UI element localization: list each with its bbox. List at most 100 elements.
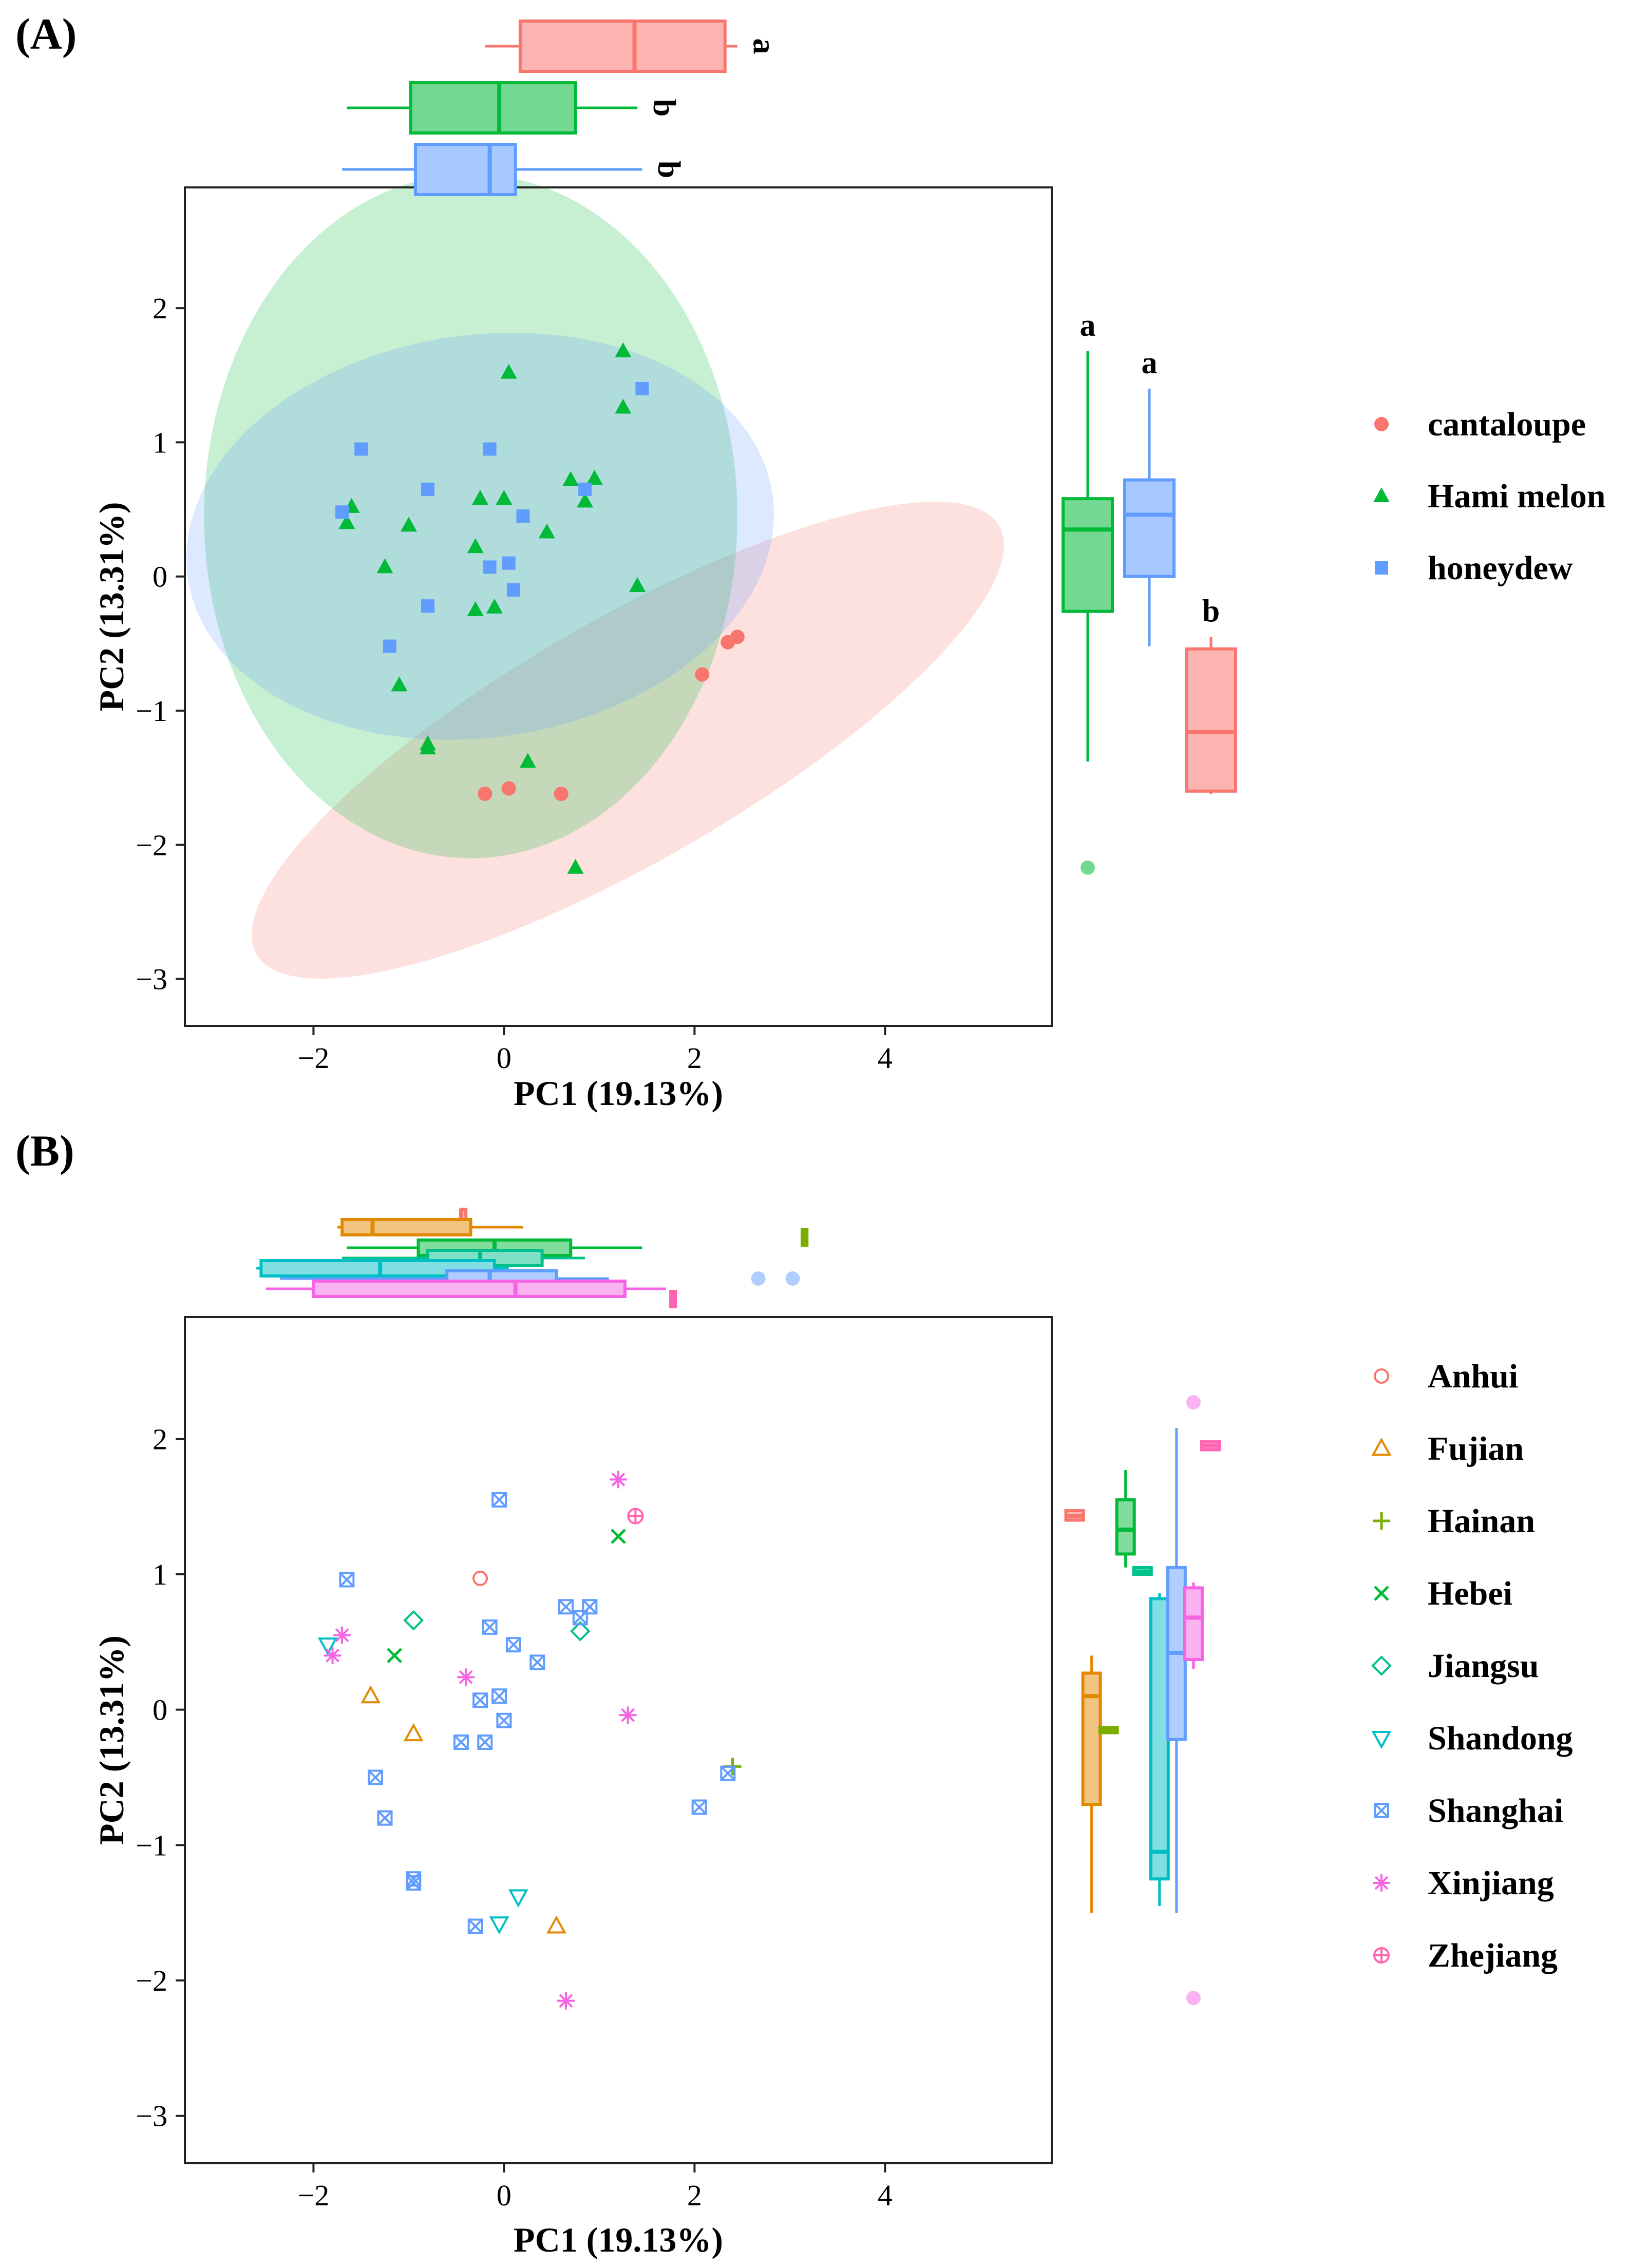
point-hami-melon xyxy=(467,538,484,554)
legend-label: Xinjiang xyxy=(1428,1864,1554,1902)
box-body xyxy=(518,20,727,73)
point-honeydew xyxy=(354,442,368,456)
point-fujian xyxy=(361,1685,381,1704)
x-tick-label: 0 xyxy=(497,1041,512,1075)
y-tick-label: 1 xyxy=(153,1558,167,1591)
point-hami-melon xyxy=(562,471,579,486)
y-tick-label: −2 xyxy=(136,828,167,862)
legend-label: Hainan xyxy=(1428,1502,1535,1540)
point-hami-melon xyxy=(567,859,584,874)
point-shanghai xyxy=(339,1572,355,1588)
x-tick-label: 4 xyxy=(878,2179,893,2212)
point-shandong xyxy=(489,1916,509,1935)
box-body xyxy=(1081,1671,1102,1806)
y-tick-label: −1 xyxy=(136,1828,167,1862)
significance-letter: a xyxy=(1080,308,1096,343)
legend-label: Hebei xyxy=(1428,1575,1512,1612)
box-outlier xyxy=(1186,1395,1201,1410)
panel-label: (A) xyxy=(15,9,77,59)
point-shanghai xyxy=(477,1734,493,1750)
legend-item-hami-melon: Hami melon xyxy=(1373,478,1605,515)
significance-letter: b xyxy=(651,161,686,178)
significance-letter: b xyxy=(1202,594,1220,628)
y-axis-title: PC2 (13.31%) xyxy=(92,502,131,712)
point-honeydew xyxy=(578,482,592,496)
point-hebei xyxy=(387,1648,402,1663)
point-honeydew xyxy=(516,509,530,523)
boxplot-pc2-jiangsu xyxy=(1132,1566,1153,1576)
boxplot-pc1-hami-melon: b xyxy=(347,81,681,135)
point-hami-melon xyxy=(467,601,484,617)
point-xinjiang xyxy=(457,1668,475,1686)
boxplot-pc2-anhui xyxy=(1064,1509,1085,1522)
legend-marker xyxy=(1371,1437,1392,1456)
boxplot-pc1-fujian xyxy=(337,1218,523,1236)
point-hami-melon xyxy=(615,398,632,414)
ellipse-hami-melon xyxy=(204,174,737,859)
legend-marker xyxy=(1374,1368,1389,1384)
box-body xyxy=(1149,1597,1170,1881)
legend-item-fujian: Fujian xyxy=(1371,1430,1524,1467)
legend-marker xyxy=(1374,1803,1389,1818)
legend-label: Fujian xyxy=(1428,1430,1524,1467)
legend-item-shanghai: Shanghai xyxy=(1374,1792,1563,1829)
boxplot-pc1-xinjiang xyxy=(266,1280,666,1298)
point-cantaloupe xyxy=(730,630,745,644)
legend-label: Shanghai xyxy=(1428,1792,1563,1829)
point-shanghai xyxy=(367,1769,383,1785)
x-tick-label: −2 xyxy=(298,1041,330,1075)
legend-label: Anhui xyxy=(1428,1358,1518,1395)
ellipse-honeydew xyxy=(186,333,774,740)
point-honeydew xyxy=(421,599,435,613)
x-tick-label: 0 xyxy=(497,2179,512,2212)
point-hami-melon xyxy=(400,517,417,532)
point-hami-melon xyxy=(500,364,517,379)
right-boxplots xyxy=(1064,1395,1221,2006)
x-axis-title: PC1 (19.13%) xyxy=(514,1074,723,1113)
box-body xyxy=(413,143,517,196)
point-hami-melon xyxy=(586,469,603,485)
box-body xyxy=(1183,1586,1204,1662)
x-tick-label: 4 xyxy=(878,1041,893,1075)
boxplot-pc2-xinjiang xyxy=(1183,1395,1204,2006)
point-hami-melon xyxy=(472,490,489,505)
box-body xyxy=(312,1280,627,1298)
legend-item-cantaloupe: cantaloupe xyxy=(1374,406,1586,443)
point-honeydew xyxy=(635,382,649,395)
box-body xyxy=(259,1259,496,1278)
box-outlier xyxy=(1186,1991,1201,2006)
boxplot-pc2-fujian xyxy=(1081,1655,1102,1913)
point-hami-melon xyxy=(391,676,408,692)
point-honeydew xyxy=(506,583,520,597)
point-hami-melon xyxy=(420,739,437,755)
point-anhui xyxy=(472,1570,488,1586)
point-fujian xyxy=(403,1723,424,1742)
y-tick-label: −1 xyxy=(136,694,167,728)
point-shanghai xyxy=(453,1734,469,1750)
point-shandong xyxy=(317,1637,338,1656)
boxplot-pc1-shandong xyxy=(256,1259,509,1278)
plot-frame xyxy=(184,186,1053,1027)
box-body xyxy=(1062,497,1114,613)
point-shanghai xyxy=(558,1599,574,1615)
point-hami-melon xyxy=(338,514,355,529)
boxplot-pc1-honeydew: b xyxy=(342,143,686,196)
y-tick-label: −3 xyxy=(136,963,167,996)
legend-marker xyxy=(1371,1731,1392,1749)
point-hami-melon xyxy=(519,753,536,768)
point-hami-melon xyxy=(496,490,513,505)
point-shanghai xyxy=(491,1688,507,1704)
top-boxplots: a b b xyxy=(342,20,782,196)
point-shanghai xyxy=(467,1918,483,1934)
legend-marker xyxy=(1371,1655,1392,1676)
legend-marker xyxy=(1374,1586,1389,1601)
point-honeydew xyxy=(335,505,349,519)
legend-item-zhejiang: Zhejiang xyxy=(1373,1937,1558,1974)
boxplot-pc2-honeydew: a xyxy=(1123,346,1176,646)
point-hami-melon xyxy=(538,523,555,539)
x-tick-label: −2 xyxy=(298,2179,330,2212)
point-cantaloupe xyxy=(501,781,516,796)
point-shanghai xyxy=(377,1810,393,1826)
point-jiangsu xyxy=(570,1621,591,1642)
significance-letter: a xyxy=(1142,346,1158,380)
